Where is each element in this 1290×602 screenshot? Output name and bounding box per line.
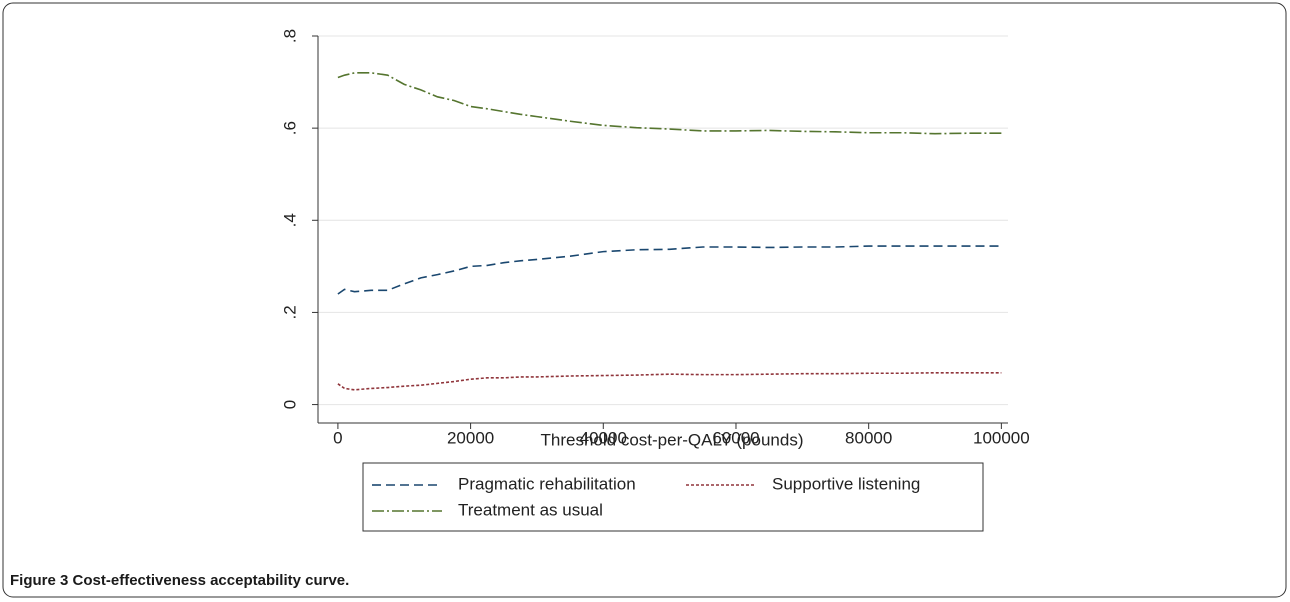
series-line bbox=[337, 245, 1002, 295]
y-tick-label: .6 bbox=[280, 121, 299, 135]
y-tick-label: .8 bbox=[280, 29, 299, 43]
y-tick-label: 0 bbox=[280, 400, 299, 409]
x-tick-label: 20000 bbox=[447, 428, 494, 447]
legend-label: Pragmatic rehabilitation bbox=[458, 474, 636, 493]
y-tick-label: .2 bbox=[280, 305, 299, 319]
y-tick-label: .4 bbox=[280, 213, 299, 227]
x-axis-label: Threshold cost-per-QALY (pounds) bbox=[541, 430, 804, 449]
legend-box bbox=[362, 462, 984, 532]
x-tick-label: 100000 bbox=[973, 428, 1030, 447]
legend-label: Treatment as usual bbox=[458, 500, 603, 519]
series-line bbox=[337, 371, 1002, 391]
x-tick-label: 40000 bbox=[580, 428, 627, 447]
x-tick-label: 80000 bbox=[845, 428, 892, 447]
caption-label: Figure 3 bbox=[10, 572, 68, 589]
caption: Figure 3 Cost-effectiveness acceptabilit… bbox=[10, 572, 349, 589]
x-tick-label: 0 bbox=[333, 428, 342, 447]
caption-text: Cost-effectiveness acceptability curve. bbox=[73, 572, 350, 589]
legend-label: Supportive listening bbox=[772, 474, 920, 493]
x-tick-label: 60000 bbox=[712, 428, 759, 447]
series-line bbox=[337, 72, 1002, 135]
